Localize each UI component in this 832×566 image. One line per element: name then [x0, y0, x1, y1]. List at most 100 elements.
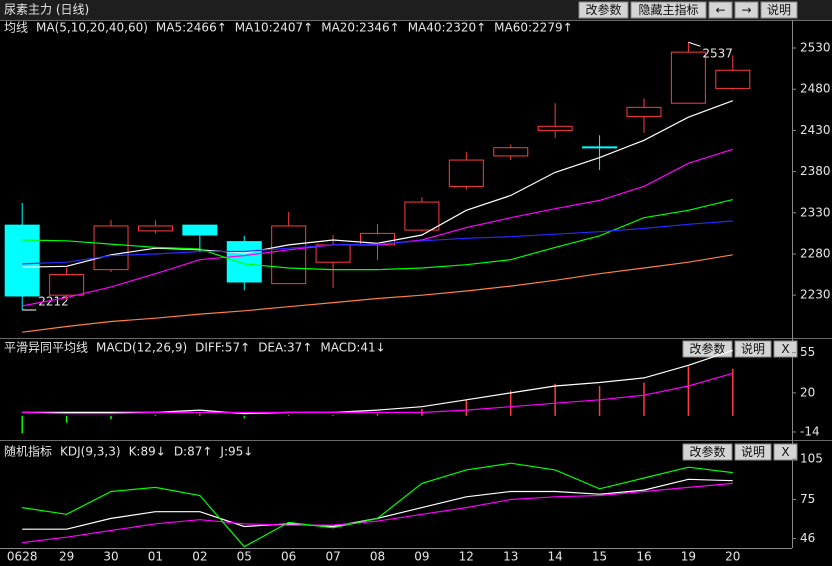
button-label[interactable]: X [781, 445, 789, 459]
y-tick-label: 46 [800, 531, 815, 545]
x-tick-label: 13 [503, 550, 518, 564]
button-label[interactable]: 说明 [767, 2, 791, 17]
candle-body [715, 69, 751, 89]
button[interactable] [773, 443, 798, 461]
x-tick-label: 07 [325, 550, 340, 564]
button-label[interactable]: X [781, 342, 789, 356]
legend-entry: K:89↓ [129, 445, 166, 459]
candle-body [582, 146, 618, 149]
y-tick-label: 2530 [800, 41, 831, 55]
button[interactable] [734, 443, 772, 461]
legend-entry: MA60:2279↑ [494, 21, 572, 35]
candle-body [404, 201, 440, 231]
series-line [22, 372, 733, 415]
candle-body [182, 224, 218, 236]
x-tick-label: 09 [414, 550, 429, 564]
legend-entry: DEA:37↑ [258, 341, 312, 355]
y-tick-label: 2330 [800, 205, 831, 219]
legend-entry: J:95↓ [219, 445, 253, 459]
y-tick-label: 55 [800, 345, 815, 359]
candle-body [493, 147, 529, 157]
candle-body [271, 225, 307, 285]
candle-body [226, 241, 262, 283]
x-tick-label: 30 [103, 550, 118, 564]
x-tick-label: 16 [636, 550, 651, 564]
button[interactable] [773, 340, 798, 358]
x-tick-label: 29 [59, 550, 74, 564]
legend-entry: MA5:2466↑ [156, 21, 227, 35]
series-line [22, 148, 733, 307]
series-line [22, 462, 733, 548]
button-label[interactable]: 说明 [741, 444, 765, 459]
x-tick-label: 12 [459, 550, 474, 564]
x-tick-label: 05 [237, 550, 252, 564]
chart-title: 尿素主力 (日线) [4, 3, 89, 17]
button[interactable] [734, 340, 772, 358]
candle-body [4, 224, 40, 297]
x-tick-label: 14 [548, 550, 563, 564]
y-tick-label: 2280 [800, 246, 831, 260]
legend-entry: KDJ(9,3,3) [60, 445, 121, 459]
button[interactable] [760, 1, 798, 19]
button[interactable] [734, 1, 759, 19]
y-tick-label: 20 [800, 385, 815, 399]
candle-body [626, 106, 662, 117]
low-label: 2212 [38, 294, 69, 308]
y-tick-label: 105 [800, 452, 823, 466]
legend-entry: 随机指标 [4, 444, 52, 459]
button[interactable] [578, 1, 629, 19]
candle-body [93, 225, 129, 271]
series-line [22, 254, 733, 333]
legend-entry: MA10:2407↑ [235, 21, 313, 35]
button-label[interactable]: → [741, 3, 751, 17]
x-tick-label: 01 [148, 550, 163, 564]
y-tick-label: 2380 [800, 164, 831, 178]
legend-entry: D:87↑ [174, 445, 213, 459]
y-tick-label: 2430 [800, 123, 831, 137]
legend-entry: MA40:2320↑ [408, 21, 486, 35]
legend-entry: MA(5,10,20,40,60) [36, 21, 148, 35]
legend-entry: MACD(12,26,9) [96, 341, 187, 355]
candle-body [537, 125, 573, 131]
series-line [22, 220, 733, 265]
candle-body [137, 225, 173, 232]
x-tick-label: 02 [192, 550, 207, 564]
candle-body [670, 51, 706, 104]
button-label[interactable]: 改参数 [585, 2, 621, 17]
series-line [22, 482, 733, 544]
candle-body [448, 159, 484, 187]
candle-body [315, 244, 351, 263]
x-tick-label: 19 [681, 550, 696, 564]
legend-entry: MA20:2346↑ [321, 21, 399, 35]
series-line [22, 100, 734, 268]
button[interactable] [682, 443, 733, 461]
y-tick-label: 75 [800, 492, 815, 506]
button[interactable] [630, 1, 707, 19]
high-label: 2537 [702, 47, 733, 61]
button-label[interactable]: 改参数 [689, 444, 725, 459]
button[interactable] [682, 340, 733, 358]
y-tick-label: -14 [800, 424, 820, 438]
legend-entry: 均线 [4, 21, 28, 35]
button-label[interactable]: 说明 [741, 341, 765, 356]
x-tick-label: 20 [725, 550, 740, 564]
x-tick-label: 0628 [7, 550, 38, 564]
legend-entry: MACD:41↓ [320, 341, 385, 355]
x-tick-label: 15 [592, 550, 607, 564]
series-line [22, 199, 733, 271]
candle-body [49, 274, 85, 296]
legend-entry: 平滑异同平均线 [4, 341, 88, 355]
legend-entry: DIFF:57↑ [195, 341, 250, 355]
x-tick-label: 08 [370, 550, 385, 564]
button-label[interactable]: ← [715, 3, 725, 17]
button[interactable] [708, 1, 733, 19]
button-label[interactable]: 改参数 [689, 341, 725, 356]
y-tick-label: 2480 [800, 82, 831, 96]
x-tick-label: 06 [281, 550, 296, 564]
annotation-leader [688, 41, 701, 47]
header-bar [0, 0, 832, 20]
button-label[interactable]: 隐藏主指标 [638, 2, 698, 17]
y-tick-label: 2230 [800, 288, 831, 302]
